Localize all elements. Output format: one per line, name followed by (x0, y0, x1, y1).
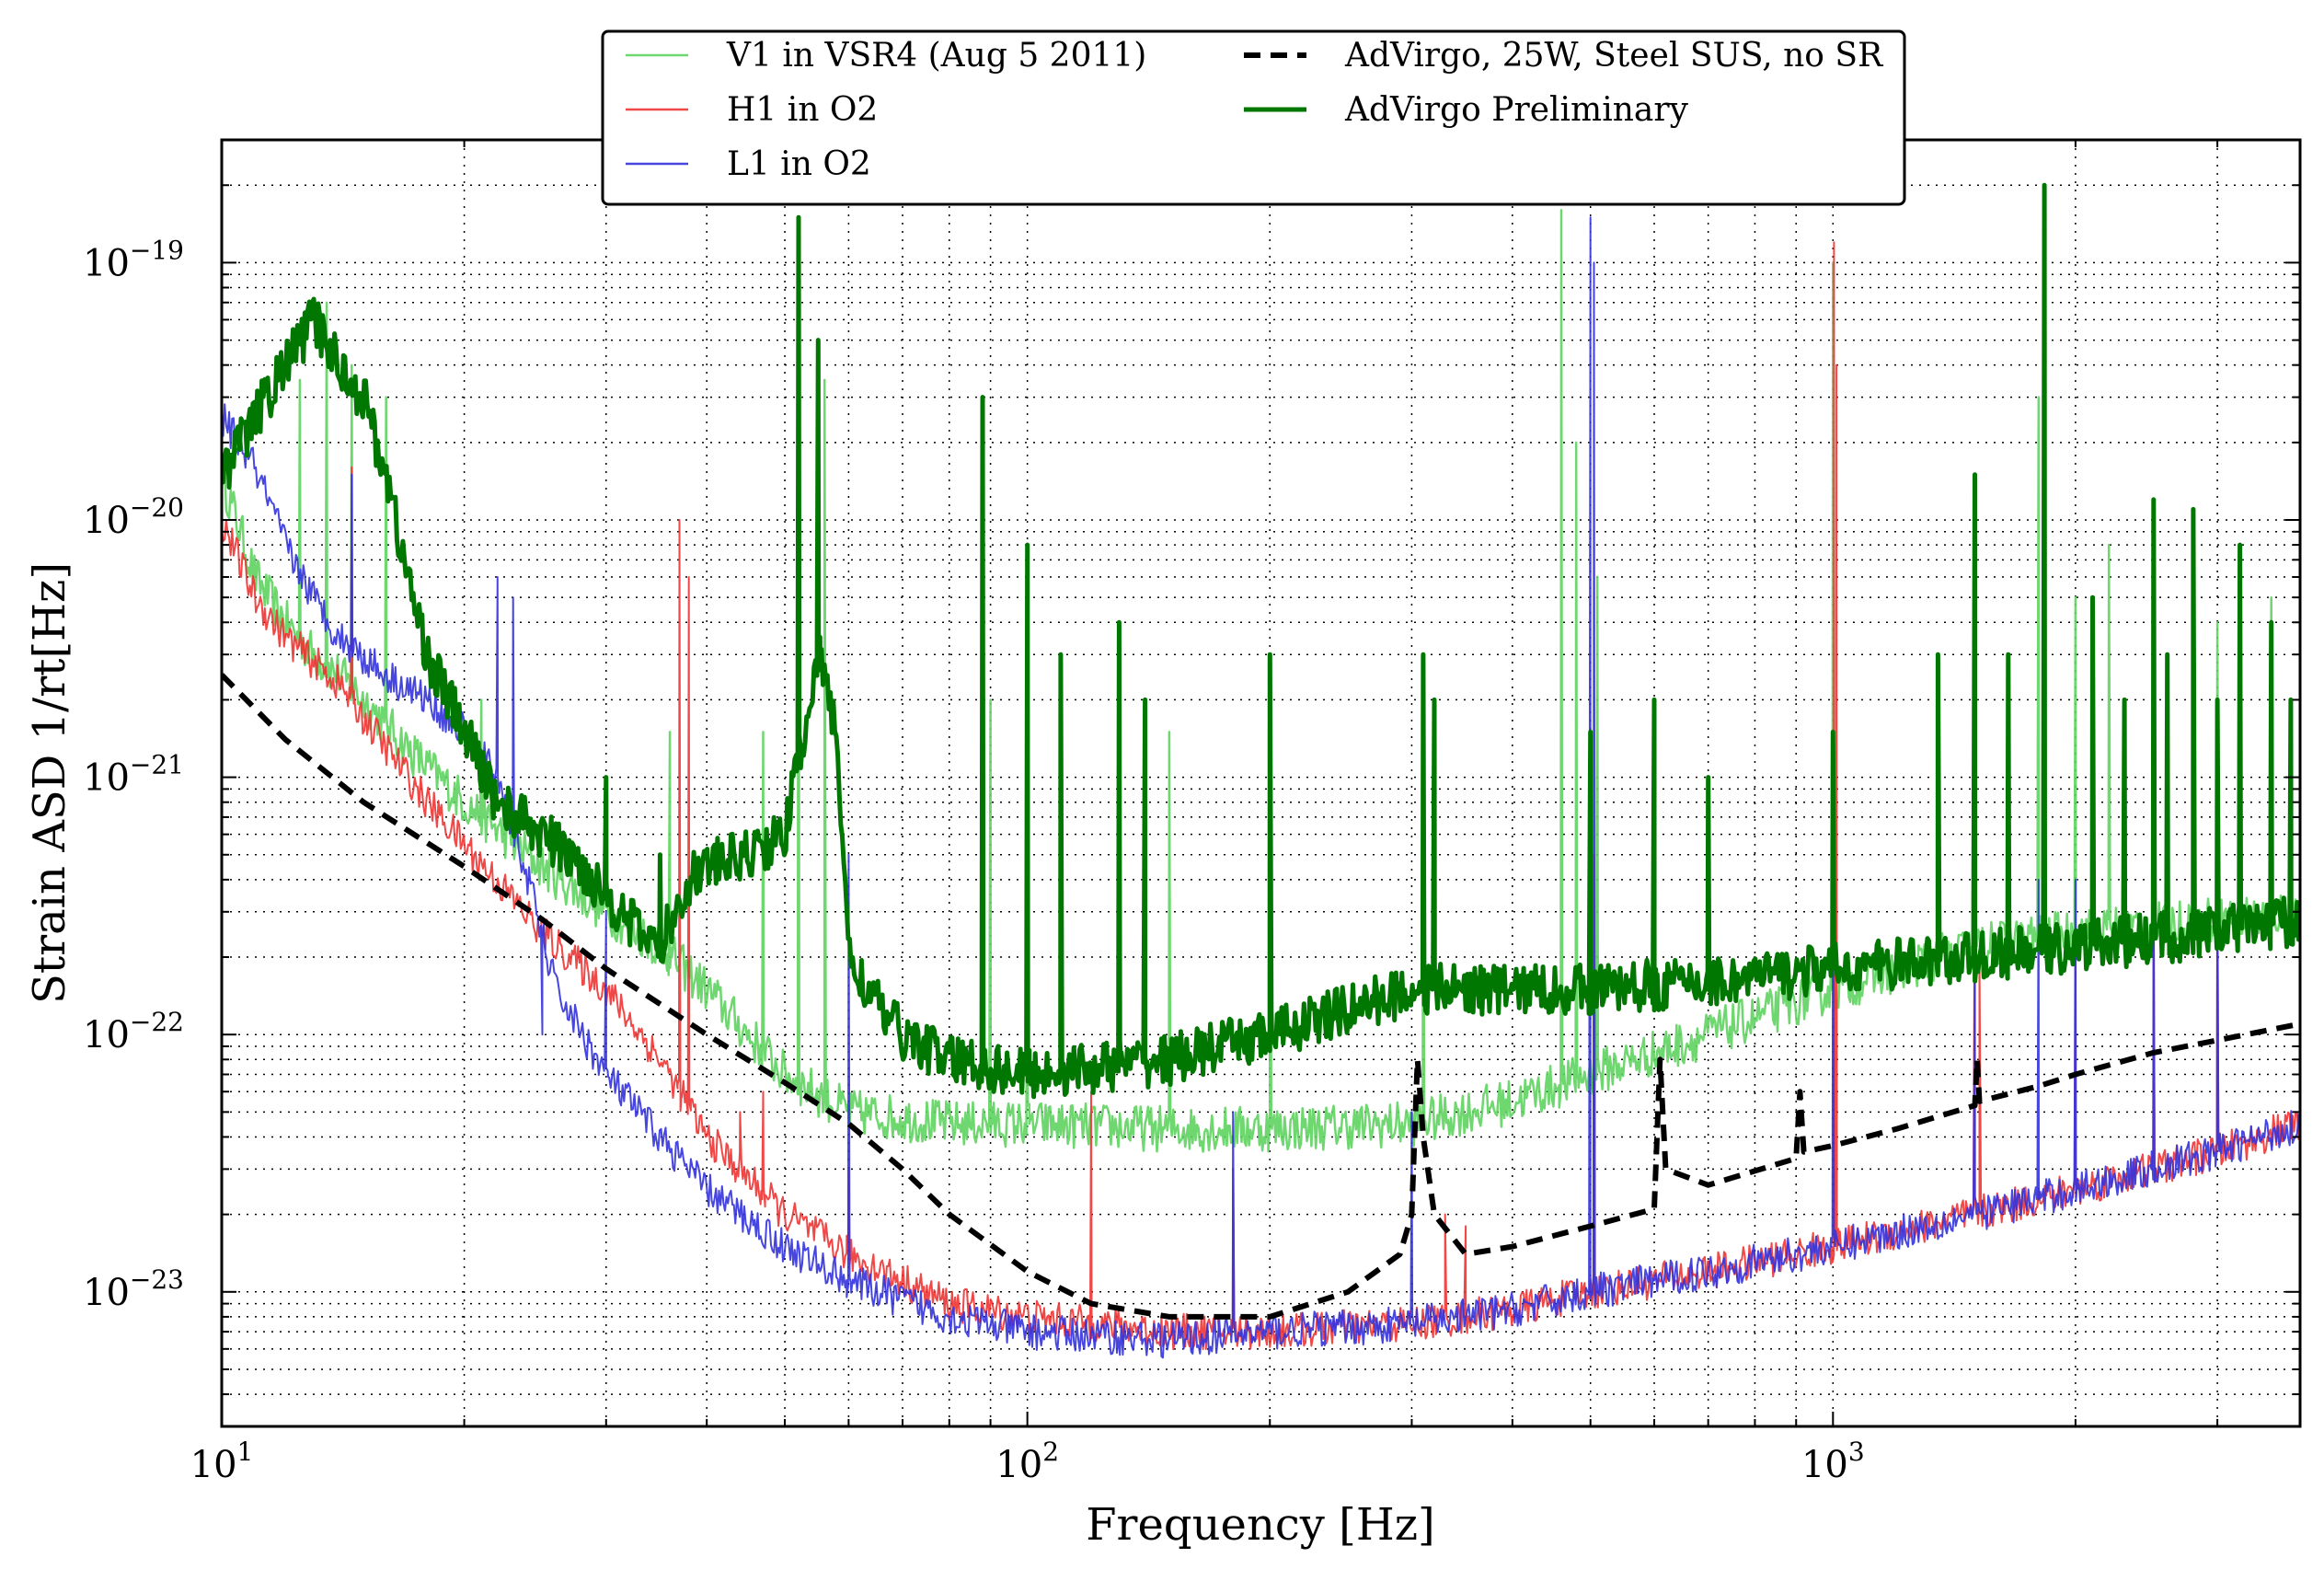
legend-label-4: AdVirgo, 25W, Steel SUS, no SR (1344, 37, 1883, 75)
x-tick-label: 101 (190, 1437, 254, 1486)
legend-label-2: H1 in O2 (727, 91, 878, 129)
legend-label-5: AdVirgo Preliminary (1344, 91, 1689, 129)
legend-label-3: L1 in O2 (727, 145, 871, 183)
legend-label-1: V1 in VSR4 (Aug 5 2011) (726, 37, 1146, 75)
legend-box (601, 29, 1906, 206)
series-line-5 (222, 182, 2300, 1100)
y-tick-label: 10−21 (83, 750, 184, 800)
series-layer (222, 182, 2300, 1359)
tick-labels: 101 102 103 10−19 10−20 10−21 10−22 10−23 (83, 235, 1865, 1486)
grid (221, 139, 2300, 1426)
series-line-3 (222, 216, 2300, 1359)
x-tick-label: 102 (995, 1437, 1059, 1486)
legend: V1 in VSR4 (Aug 5 2011) H1 in O2 L1 in O2 A… (601, 29, 1906, 206)
x-axis-label: Frequency [Hz] (1086, 1499, 1434, 1551)
y-axis-label: Strain ASD 1/rt[Hz] (24, 562, 75, 1004)
y-tick-label: 10−19 (83, 235, 184, 284)
y-tick-label: 10−23 (83, 1264, 184, 1314)
x-tick-label: 103 (1801, 1437, 1865, 1486)
y-tick-label: 10−20 (83, 492, 184, 542)
y-tick-label: 10−22 (83, 1007, 184, 1056)
